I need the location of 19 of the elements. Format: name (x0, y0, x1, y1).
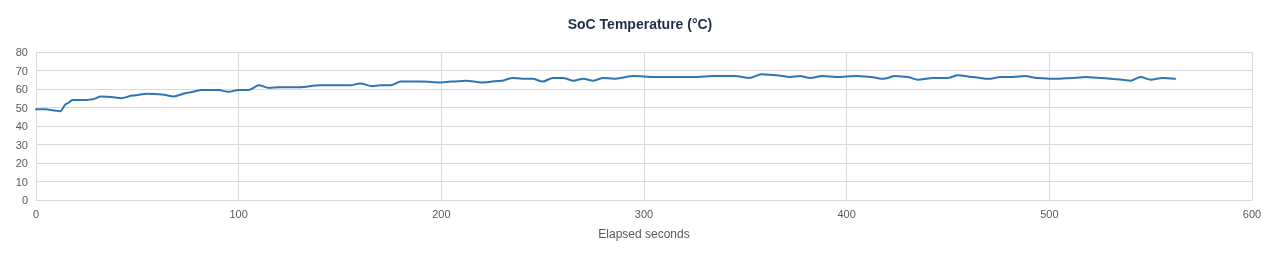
y-tick-label: 0 (21, 194, 28, 206)
y-tick-label: 40 (15, 120, 28, 132)
line-series (35, 73, 1176, 113)
x-tick-label: 200 (432, 207, 451, 220)
y-tick-label: 60 (15, 83, 28, 95)
y-tick-label: 20 (15, 157, 28, 169)
y-tick-label: 30 (15, 138, 28, 151)
x-tick-label: 500 (1040, 207, 1059, 220)
x-axis-title: Elapsed seconds (598, 227, 690, 241)
x-tick-label: 300 (634, 207, 654, 220)
chart-title: SoC Temperature (°C) (567, 16, 713, 32)
y-tick-label: 50 (15, 101, 28, 114)
y-tick-label: 80 (15, 46, 28, 58)
x-tick-label: 600 (1242, 207, 1262, 220)
x-tick-label: 0 (32, 207, 40, 220)
y-tick-label: 10 (15, 175, 28, 188)
x-tick-label: 400 (837, 207, 856, 220)
y-tick-label: 70 (15, 64, 28, 77)
x-tick-label: 100 (229, 207, 248, 220)
